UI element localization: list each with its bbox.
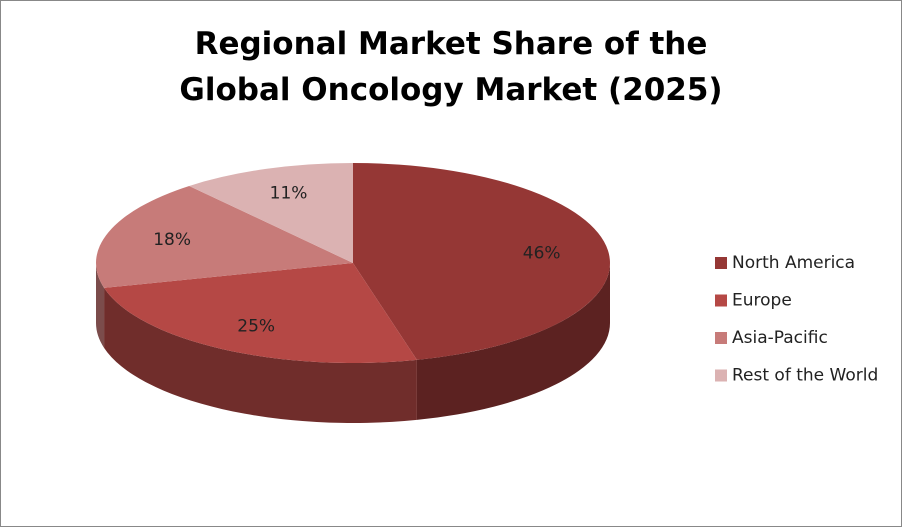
- data-label: 25%: [237, 317, 275, 337]
- legend-label: Europe: [732, 291, 792, 311]
- chart-title: Regional Market Share of the Global Onco…: [179, 26, 723, 108]
- data-label: 11%: [270, 183, 308, 203]
- data-label: 18%: [153, 230, 191, 250]
- legend-label: Asia-Pacific: [732, 328, 828, 348]
- slice: [104, 263, 417, 363]
- legend-swatch: [715, 294, 727, 307]
- slice: [96, 185, 354, 288]
- legend-swatch: [715, 332, 727, 344]
- legend-label: Rest of the World: [732, 366, 878, 386]
- legend-swatch: [715, 257, 727, 269]
- data-label: 46%: [523, 244, 561, 264]
- slice: [353, 163, 610, 360]
- legend-label: North America: [732, 253, 855, 273]
- slice-side: [96, 263, 105, 348]
- slice: [189, 163, 353, 263]
- legend-swatch: [715, 369, 727, 382]
- slice-side: [104, 287, 417, 423]
- slice-side: [416, 263, 610, 420]
